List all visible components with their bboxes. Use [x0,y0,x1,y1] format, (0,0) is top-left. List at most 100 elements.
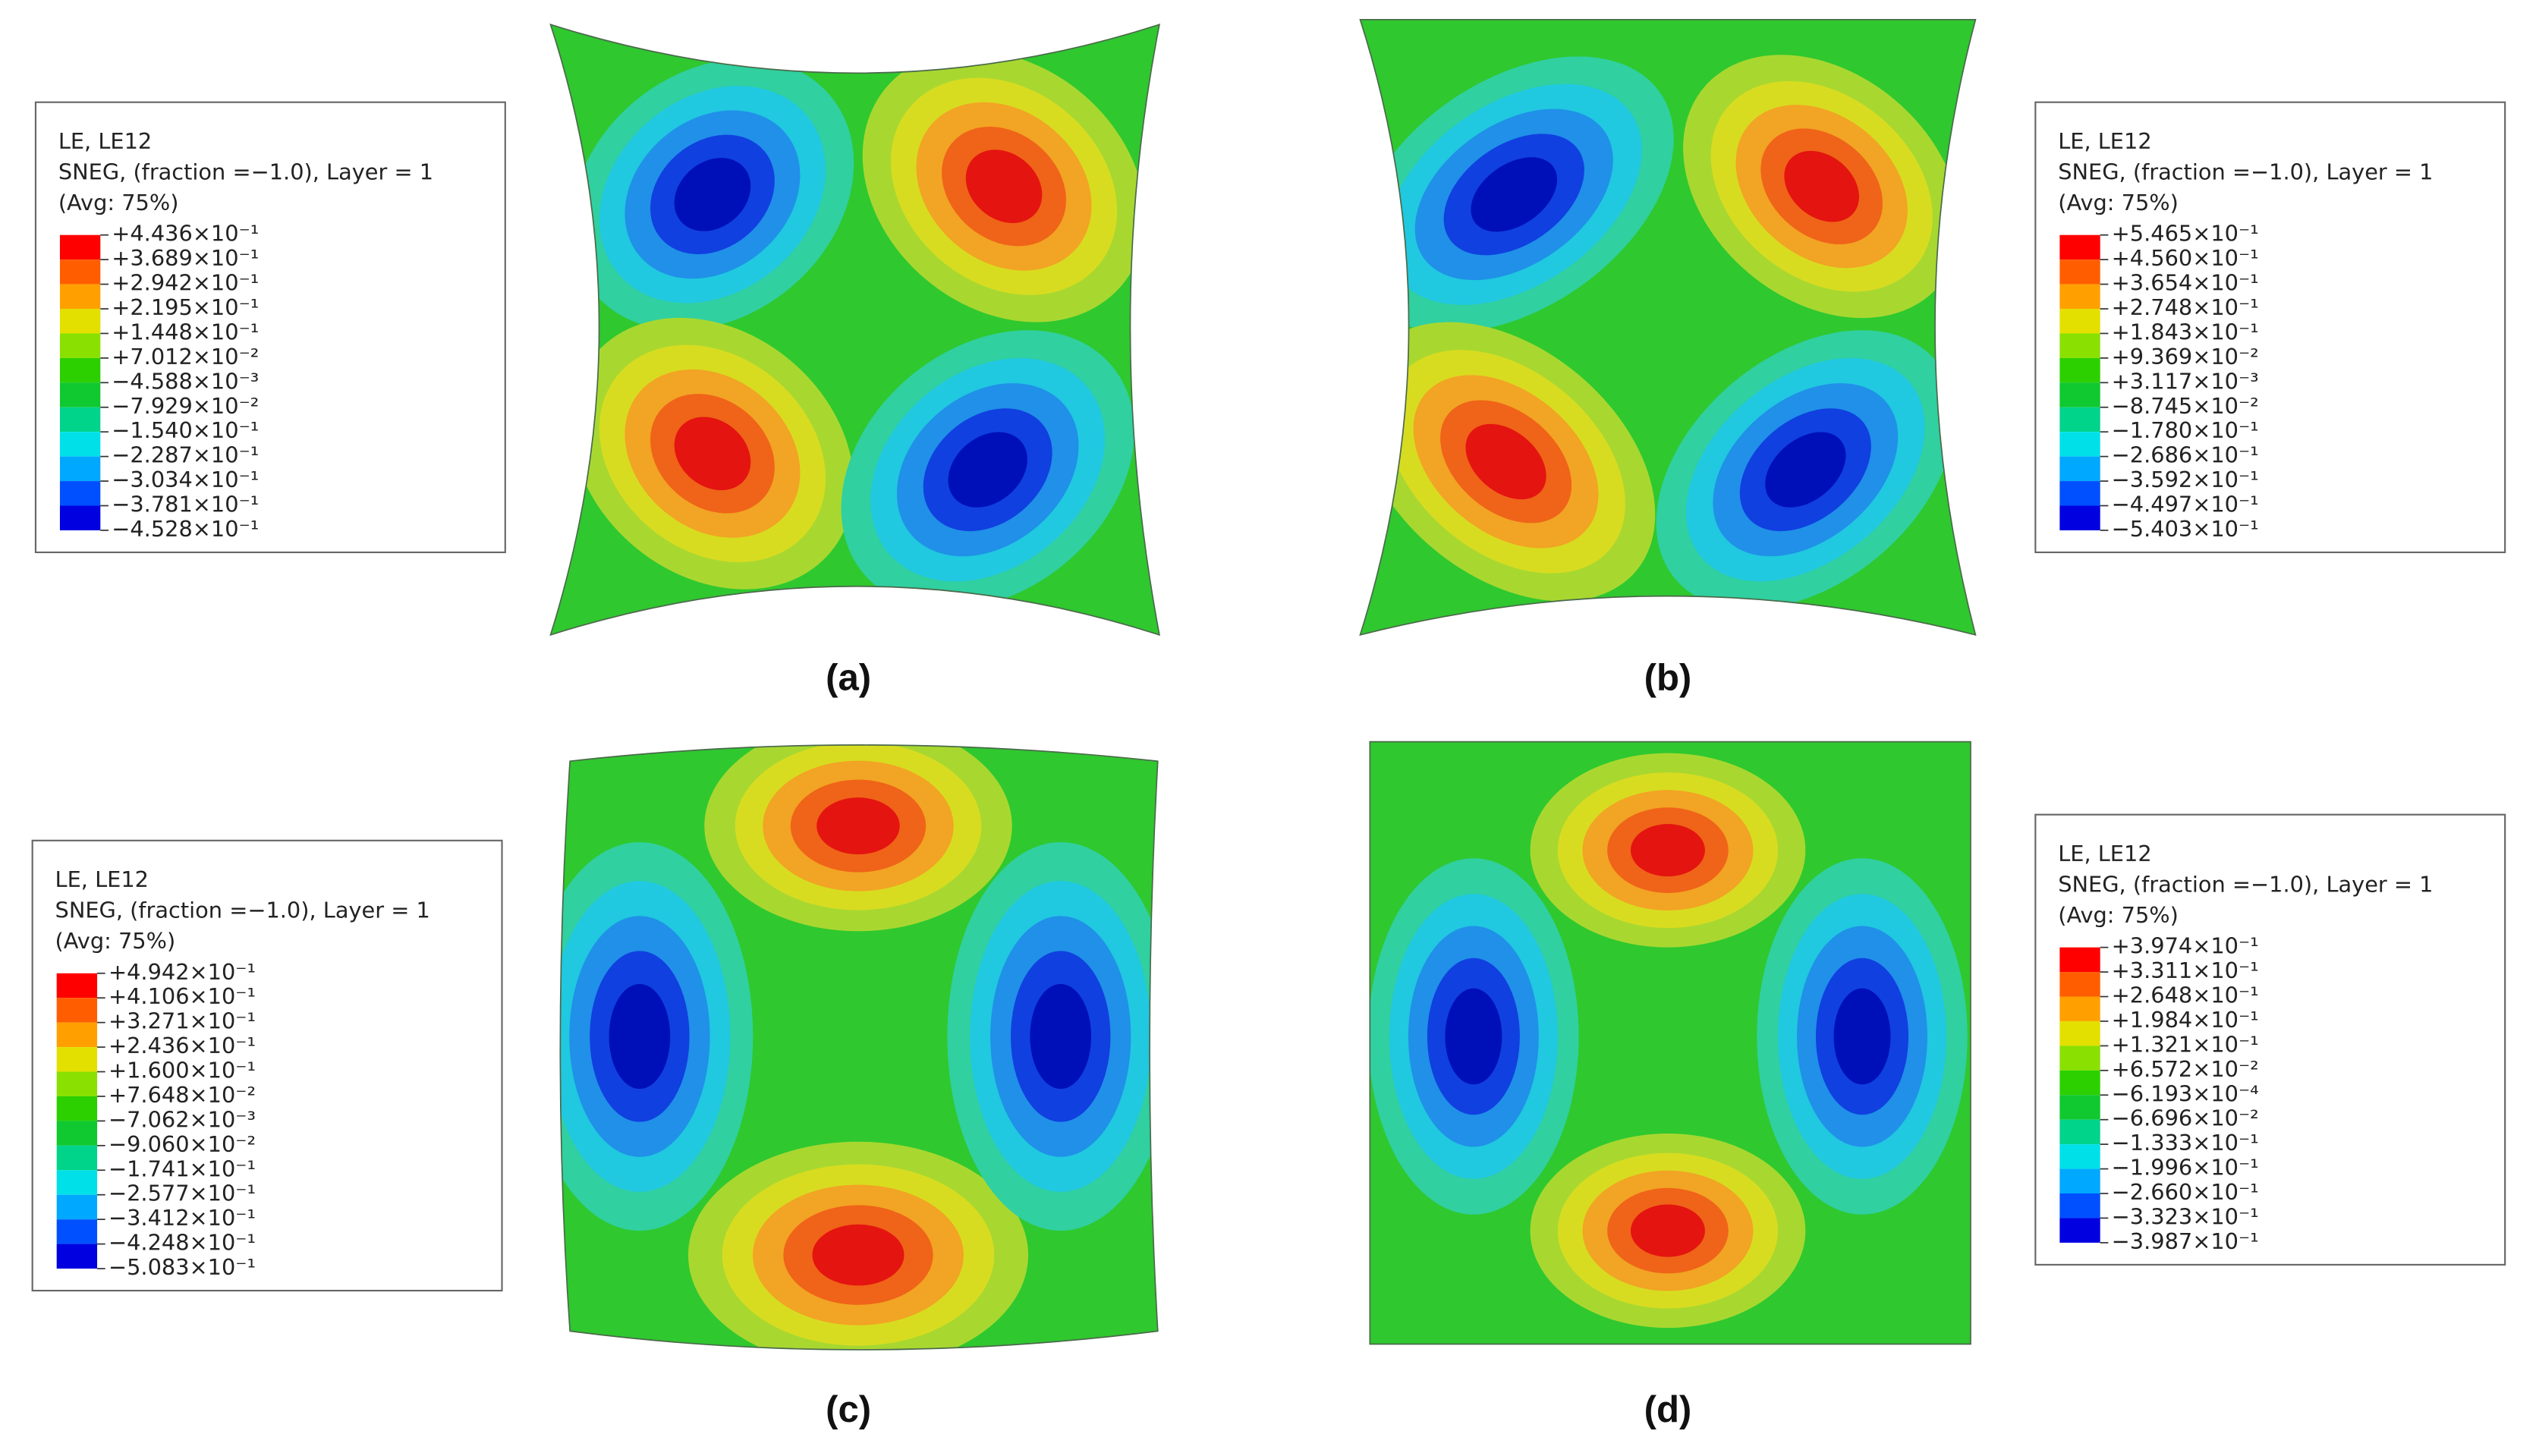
legend-swatch [2059,1144,2100,1169]
legend-swatch [2059,1095,2100,1120]
legend-box [34,101,506,554]
legend-swatch [2059,456,2100,482]
panel: (c) LE, LE12 SNEG, (fraction =−1.0), Layer… [31,744,1159,1430]
legend-level: −3.987×10⁻¹ [2112,1228,2259,1254]
legend-swatch [2059,1070,2100,1096]
legend-level: −2.660×10⁻¹ [2112,1179,2259,1205]
legend-level: +1.448×10⁻¹ [112,319,259,344]
legend-title: (Avg: 75%) [55,928,176,954]
legend-level: +1.321×10⁻¹ [2112,1031,2259,1057]
contour-band [1030,983,1092,1090]
legend-level: −3.323×10⁻¹ [2112,1203,2259,1229]
legend-level: −5.403×10⁻¹ [2112,516,2259,542]
panel: (d) LE, LE12 SNEG, (fraction =−1.0), Layer… [1369,741,2506,1430]
legend-level: +3.689×10⁻¹ [112,245,259,271]
legend-swatch [56,973,98,998]
legend-swatch [59,309,101,334]
legend-swatch [2059,947,2100,973]
legend-level: +6.572×10⁻² [2112,1056,2259,1082]
legend-level: +1.843×10⁻¹ [2112,319,2259,344]
legend-level: −2.577×10⁻¹ [109,1181,256,1206]
legend-level: +2.748×10⁻¹ [2112,294,2259,320]
legend-level: +4.436×10⁻¹ [112,221,259,247]
legend-swatch [2059,333,2100,358]
contour-plot [1360,19,1976,635]
legend-level: −4.528×10⁻¹ [112,516,259,542]
legend-level: −1.333×10⁻¹ [2112,1130,2259,1156]
legend-level: +4.106×10⁻¹ [109,983,256,1009]
contour-plot [550,24,1159,635]
legend-swatch [2059,382,2100,407]
legend-level: +3.271×10⁻¹ [109,1008,256,1034]
legend-level: −2.686×10⁻¹ [2112,442,2259,468]
legend-swatch [2059,1046,2100,1071]
legend-swatch [56,998,98,1023]
legend-swatch [2059,972,2100,997]
legend-swatch [59,456,101,482]
caption: (a) [826,658,871,699]
legend-level: −3.592×10⁻¹ [2112,467,2259,492]
legend-swatch [59,357,101,383]
legend-level: +2.648×10⁻¹ [2112,983,2259,1008]
legend-swatch [56,1071,98,1096]
legend-title: SNEG, (fraction =−1.0), Layer = 1 [58,159,433,185]
contour-band [674,158,751,231]
legend-level: +4.560×10⁻¹ [2112,245,2259,271]
legend-title: (Avg: 75%) [58,190,179,215]
legend-level: +2.942×10⁻¹ [112,270,259,296]
contour-band [609,983,671,1090]
legend-swatch [59,333,101,358]
legend-title: SNEG, (fraction =−1.0), Layer = 1 [2058,872,2433,898]
legend-swatch [59,284,101,310]
legend-box [31,839,503,1292]
legend-swatch [56,1145,98,1171]
legend-level: −5.083×10⁻¹ [109,1254,256,1280]
legend-swatch [2059,234,2100,260]
plot-outline [549,23,1161,637]
legend-swatch [2059,309,2100,334]
contour-band [1765,432,1846,508]
legend-level: −6.696×10⁻² [2112,1105,2259,1131]
legend-level: −1.540×10⁻¹ [112,417,259,443]
legend-level: +9.369×10⁻² [2112,344,2259,370]
plot-outline [559,744,1159,1351]
legend-level: −6.193×10⁻⁴ [2112,1080,2259,1106]
legend-level: +3.974×10⁻¹ [2112,933,2259,959]
caption: (b) [1644,658,1692,699]
legend-swatch [56,1121,98,1146]
legend-swatch [56,1170,98,1195]
contour-band [948,432,1027,508]
legend-level: −1.996×10⁻¹ [2112,1155,2259,1181]
legend-level: +1.600×10⁻¹ [109,1058,256,1083]
contour-band [674,417,751,491]
legend-level: −1.741×10⁻¹ [109,1156,256,1181]
contour-band [1445,988,1502,1085]
contour-band [1630,824,1705,877]
legend-swatch [56,1096,98,1121]
legend-swatch [2059,481,2100,506]
legend-level: −4.248×10⁻¹ [109,1230,256,1256]
legend-level: +3.311×10⁻¹ [2112,958,2259,983]
legend-swatch [56,1047,98,1072]
legend-level: +3.654×10⁻¹ [2112,270,2259,296]
legend-level: −2.287×10⁻¹ [112,442,259,468]
legend-swatch [2059,1119,2100,1145]
legend-swatch [2059,407,2100,432]
contour-band [816,797,900,855]
legend-title: LE, LE12 [2058,841,2151,866]
contour-plot [560,744,1158,1350]
contour-band [1630,1204,1705,1257]
legend-level: +7.012×10⁻² [112,344,259,370]
legend-swatch [2059,1020,2100,1046]
legend-level: −1.780×10⁻¹ [2112,417,2259,443]
legend-title: SNEG, (fraction =−1.0), Layer = 1 [2058,159,2433,185]
contour-band [812,1224,905,1286]
legend-title: LE, LE12 [2058,128,2151,154]
legend-level: −4.497×10⁻¹ [2112,492,2259,517]
legend-swatch [59,481,101,506]
legend-level: −9.060×10⁻² [109,1131,256,1157]
legend-level: −3.781×10⁻¹ [112,492,259,517]
legend-swatch [2059,505,2100,530]
